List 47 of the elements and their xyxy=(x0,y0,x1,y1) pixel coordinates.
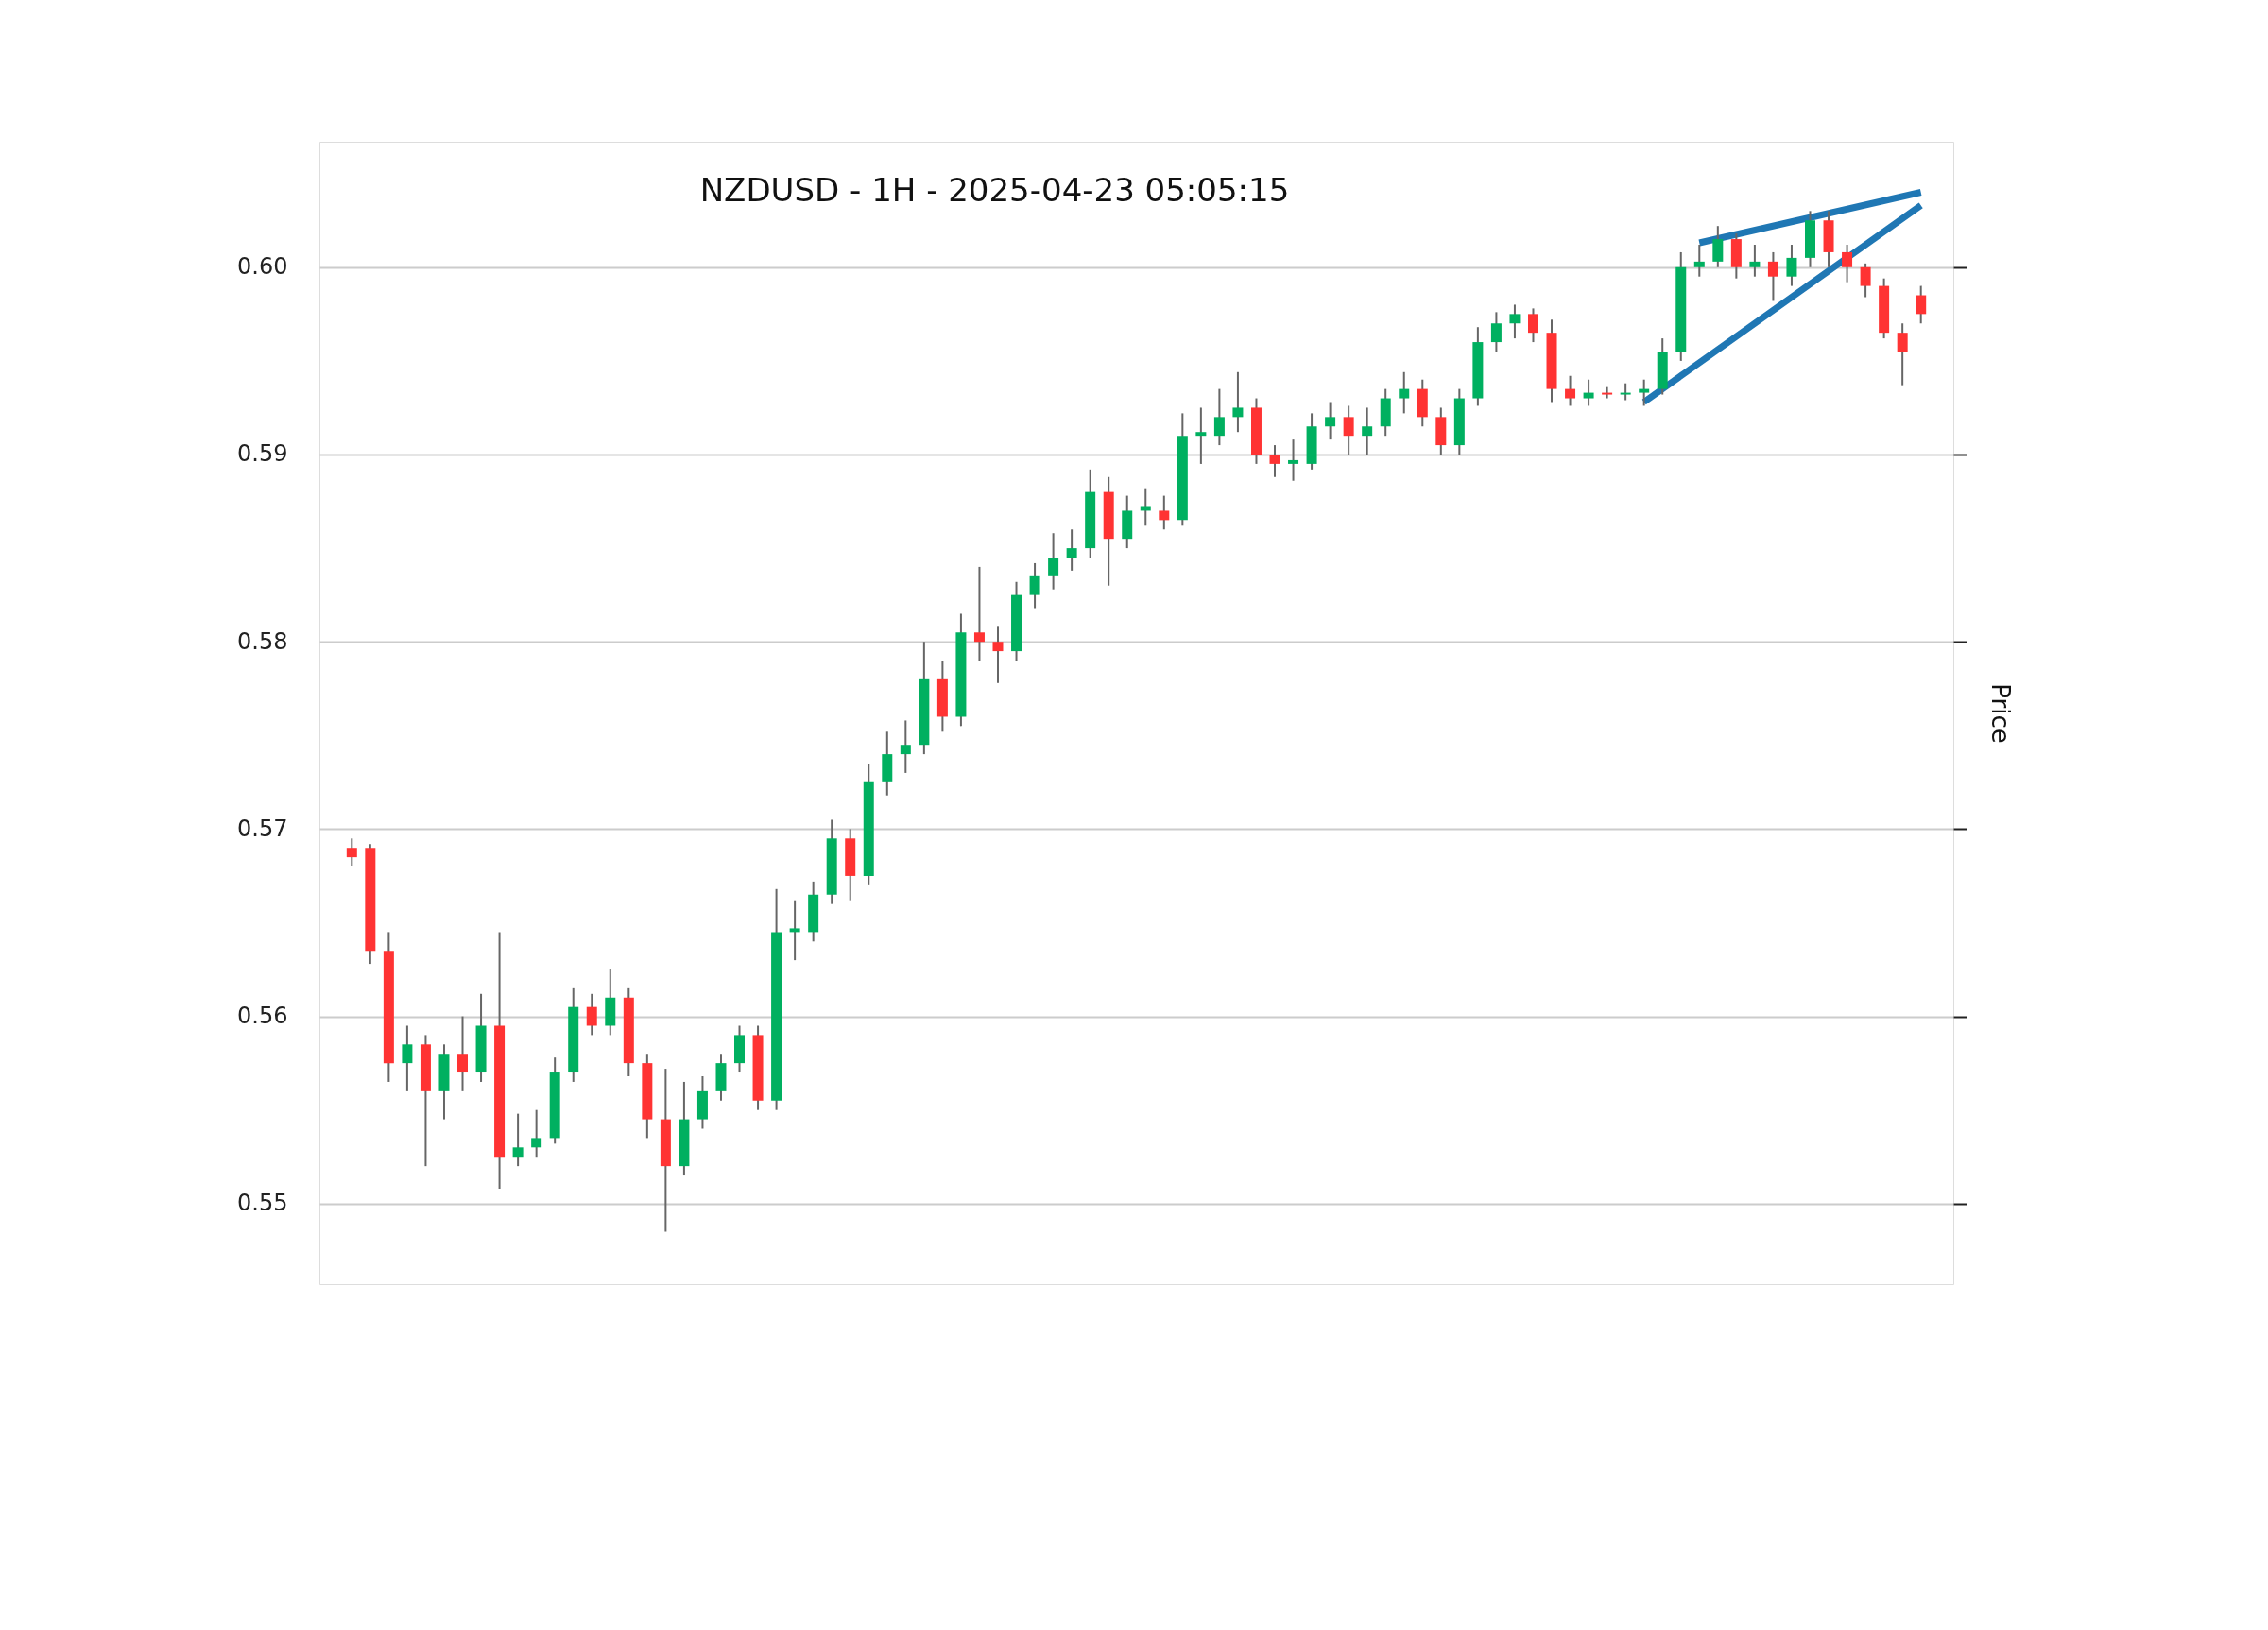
candlestick xyxy=(1842,244,1853,283)
candlestick xyxy=(1565,374,1576,407)
y-tick-label: 0.55 xyxy=(237,1190,288,1217)
candlestick xyxy=(1749,244,1761,278)
candlestick xyxy=(789,899,800,962)
y-tick-label: 0.57 xyxy=(237,815,288,842)
candlestick xyxy=(1527,307,1538,344)
candlestick xyxy=(1029,561,1040,609)
y-tick-label: 0.58 xyxy=(237,627,288,655)
candlestick xyxy=(1786,244,1797,287)
candlestick xyxy=(1213,387,1225,447)
candlestick xyxy=(900,719,911,774)
candlestick xyxy=(1269,444,1280,478)
y-tick-label: 0.60 xyxy=(237,253,288,281)
candlestick xyxy=(1066,528,1077,572)
candlestick xyxy=(1897,322,1908,386)
text: NZDUSD - 1H - 2025-04-23 05:05:15 xyxy=(699,171,1290,209)
candlestick xyxy=(1048,532,1059,591)
candlestick xyxy=(973,565,985,661)
candlestick xyxy=(992,626,1004,684)
candlestick xyxy=(586,992,597,1037)
candlestick xyxy=(1195,406,1207,465)
candlestick xyxy=(457,1015,469,1092)
candlestick xyxy=(1583,378,1594,407)
candlestick xyxy=(1362,406,1373,455)
candlestick xyxy=(1712,225,1724,268)
candlestick xyxy=(1916,284,1927,325)
candlestick xyxy=(1490,311,1502,352)
y-tick-label: 0.56 xyxy=(237,1003,288,1030)
candlestick xyxy=(1232,370,1244,434)
candlestick xyxy=(1343,404,1354,455)
candlestick xyxy=(402,1024,413,1092)
candlestick xyxy=(1509,303,1521,340)
candlestick xyxy=(1140,487,1151,527)
y-tick-label: 0.59 xyxy=(237,440,288,468)
candlestick xyxy=(1159,494,1170,531)
candlestick xyxy=(1860,262,1871,299)
candlestick xyxy=(1325,401,1336,441)
candlestick xyxy=(1399,370,1410,415)
candlestick xyxy=(531,1108,542,1158)
candlestick xyxy=(1693,244,1705,278)
y-axis-title: Price xyxy=(1985,683,2015,744)
candlestick xyxy=(346,837,357,868)
candlestick xyxy=(1767,250,1778,302)
candlestick xyxy=(512,1112,524,1168)
candlestick xyxy=(1639,378,1650,407)
candlestick xyxy=(1288,438,1299,482)
